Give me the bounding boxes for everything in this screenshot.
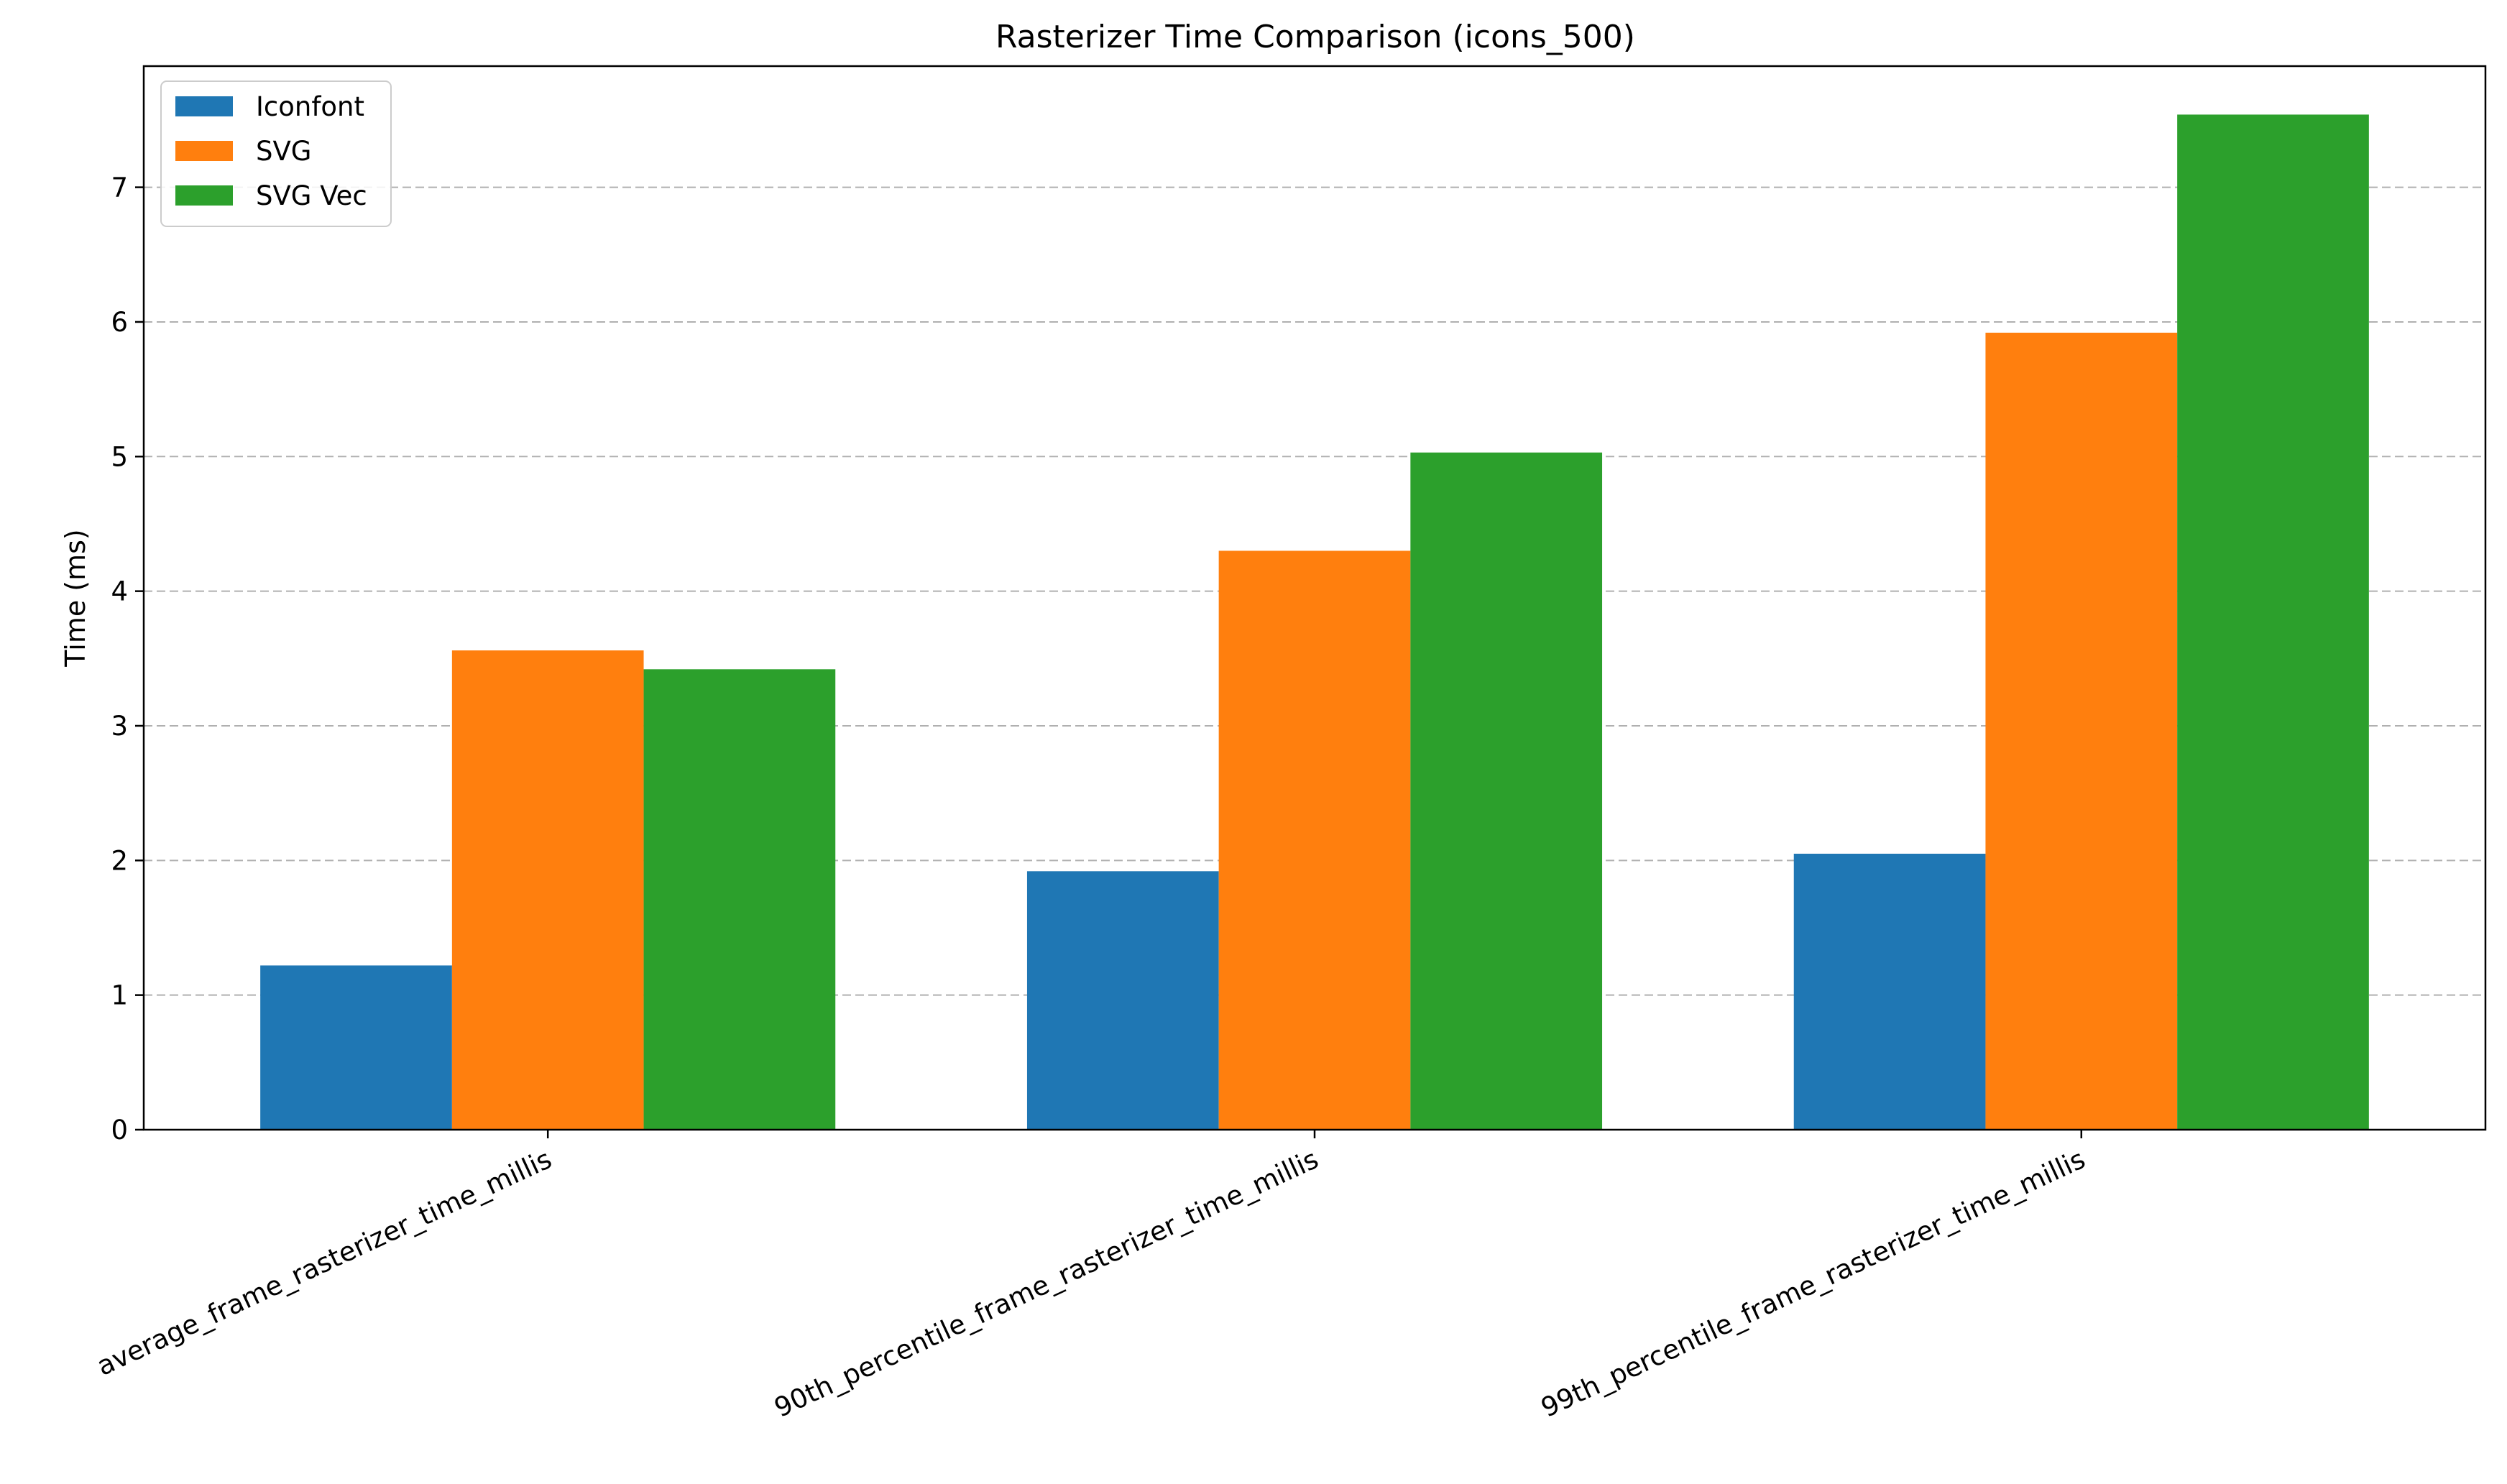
y-tick-label: 5 — [111, 441, 128, 472]
y-axis-label: Time (ms) — [60, 529, 91, 668]
legend-swatch — [175, 185, 233, 206]
bar-svg-1 — [1218, 550, 1411, 1130]
legend-swatch — [175, 96, 233, 116]
legend-label: SVG — [256, 136, 311, 167]
y-tick-label: 7 — [111, 172, 128, 203]
bar-svg-0 — [451, 650, 644, 1130]
legend-swatch — [175, 141, 233, 161]
x-tick-label: 99th_percentile_frame_rasterizer_time_mi… — [1537, 1143, 2090, 1424]
chart-title: Rasterizer Time Comparison (icons_500) — [995, 19, 1635, 55]
bar-svg-vec-2 — [2177, 114, 2369, 1130]
y-tick-label: 2 — [111, 845, 128, 876]
y-tick-label: 4 — [111, 576, 128, 607]
bar-iconfont-1 — [1026, 871, 1219, 1130]
y-tick-label: 3 — [111, 711, 128, 742]
y-tick-label: 6 — [111, 307, 128, 338]
bar-svg-vec-0 — [643, 669, 836, 1130]
x-tick-label: average_frame_rasterizer_time_millis — [92, 1143, 556, 1382]
x-axis: average_frame_rasterizer_time_millis 90th… — [92, 1130, 2090, 1424]
legend-label: Iconfont — [256, 91, 364, 122]
bars — [260, 114, 2369, 1130]
bar-iconfont-0 — [260, 965, 452, 1130]
bar-svg-2 — [1985, 332, 2178, 1130]
y-tick-label: 0 — [111, 1115, 128, 1146]
bar-iconfont-2 — [1793, 853, 1986, 1130]
y-axis: 0 1 2 3 4 5 6 7 — [111, 172, 144, 1146]
bar-svg-vec-1 — [1410, 452, 1603, 1130]
legend: Iconfont SVG SVG Vec — [160, 80, 392, 227]
legend-label: SVG Vec — [256, 180, 367, 211]
x-tick-label: 90th_percentile_frame_rasterizer_time_mi… — [770, 1143, 1323, 1424]
y-tick-label: 1 — [111, 980, 128, 1011]
